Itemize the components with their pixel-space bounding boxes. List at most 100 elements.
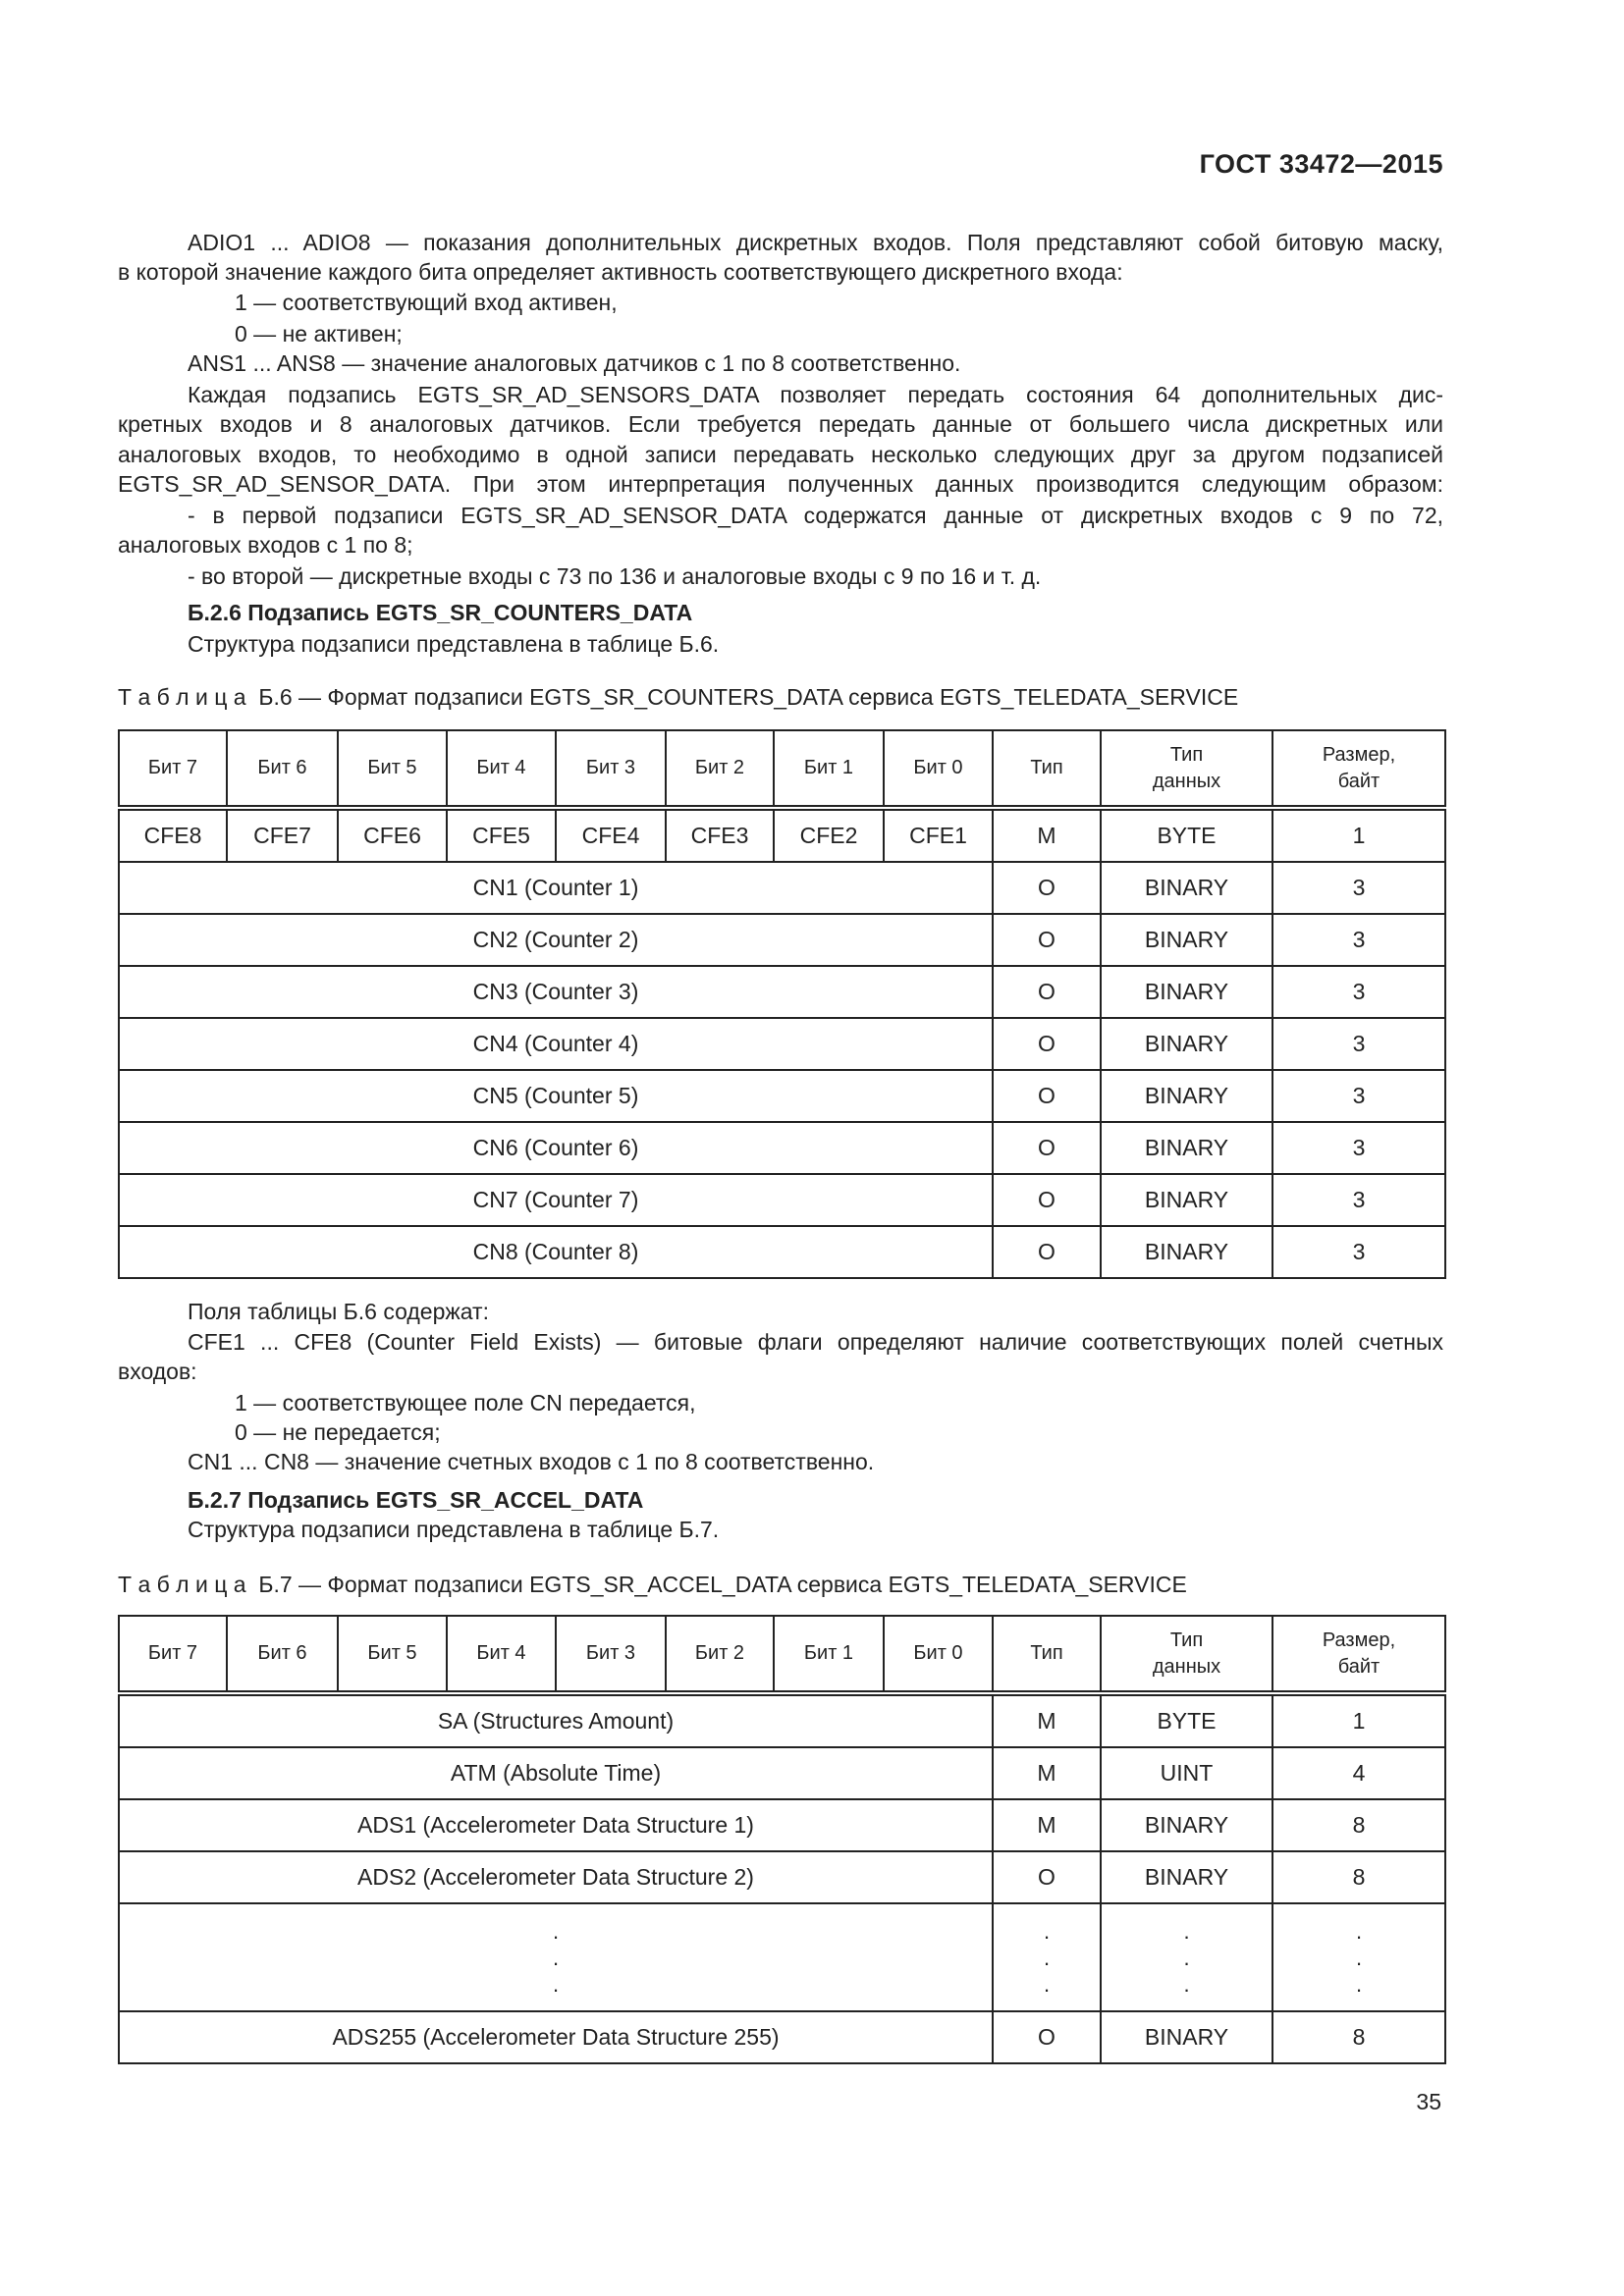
header-cell: Бит 1: [773, 729, 885, 811]
header-cell: Бит 6: [226, 729, 339, 811]
type-cell: M: [992, 807, 1102, 863]
text-line: 1 — соответствующее поле CN передается,: [235, 1390, 696, 1415]
section-heading: Б.2.7 Подзапись EGTS_SR_ACCEL_DATA: [188, 1487, 644, 1513]
size-cell: 3: [1272, 1173, 1446, 1227]
field-cell: CN4 (Counter 4): [118, 1017, 994, 1071]
caption-prefix: Т а б л и ц а Б.7: [118, 1572, 293, 1597]
data-type-cell: BYTE: [1100, 1692, 1273, 1748]
bit-cell: CFE8: [118, 807, 228, 863]
type-cell: O: [992, 1173, 1102, 1227]
size-cell: 3: [1272, 1121, 1446, 1175]
size-cell: 1: [1272, 807, 1446, 863]
text-line: CN1 ... CN8 — значение счетных входов с …: [188, 1449, 875, 1474]
type-cell: O: [992, 965, 1102, 1019]
header-cell: Размер, байт: [1272, 1615, 1446, 1696]
text-line: - во второй — дискретные входы с 73 по 1…: [188, 563, 1042, 589]
field-cell: CN6 (Counter 6): [118, 1121, 994, 1175]
data-type-cell: BINARY: [1100, 1017, 1273, 1071]
header-cell: Тип: [992, 729, 1102, 811]
size-cell: 3: [1272, 1069, 1446, 1123]
data-type-cell: BINARY: [1100, 1121, 1273, 1175]
field-cell: CN1 (Counter 1): [118, 861, 994, 915]
size-cell: 1: [1272, 1692, 1446, 1748]
table-row: ATM (Absolute Time) M UINT 4: [118, 1746, 1446, 1800]
field-cell: ATM (Absolute Time): [118, 1746, 994, 1800]
header-cell: Тип данных: [1100, 1615, 1273, 1696]
text-line: CFE1 ... CFE8 (Counter Field Exists) — б…: [188, 1329, 1443, 1355]
text-line: - в первой подзаписи EGTS_SR_AD_SENSOR_D…: [188, 503, 1443, 528]
field-cell: ADS2 (Accelerometer Data Structure 2): [118, 1850, 994, 1904]
type-cell: O: [992, 2010, 1102, 2064]
header-cell: Бит 2: [665, 729, 775, 811]
table-b7-caption: Т а б л и ц а Б.7 — Формат подзаписи EGT…: [118, 1570, 1187, 1599]
table-row: CN7 (Counter 7) O BINARY 3: [118, 1173, 1446, 1227]
field-cell: CN3 (Counter 3): [118, 965, 994, 1019]
type-cell: O: [992, 1121, 1102, 1175]
bit-cell: CFE2: [773, 807, 885, 863]
data-type-cell: UINT: [1100, 1746, 1273, 1800]
table-header-row: Бит 7 Бит 6 Бит 5 Бит 4 Бит 3 Бит 2 Бит 1 Бит 0…: [118, 1615, 1446, 1696]
field-cell: SA (Structures Amount): [118, 1692, 994, 1748]
text-line: Структура подзаписи представлена в табли…: [188, 1517, 720, 1542]
field-cell: CN8 (Counter 8): [118, 1225, 994, 1279]
header-cell: Бит 0: [883, 729, 994, 811]
header-cell: Бит 5: [337, 1615, 448, 1696]
size-cell: 8: [1272, 1850, 1446, 1904]
table-row: . . .. . .. . .. . .: [118, 1902, 1446, 2012]
text-line: в которой значение каждого бита определя…: [118, 259, 1123, 285]
data-type-cell: BINARY: [1100, 1850, 1273, 1904]
header-cell: Бит 7: [118, 729, 228, 811]
bit-cell: CFE6: [337, 807, 448, 863]
table-header-row: Бит 7 Бит 6 Бит 5 Бит 4 Бит 3 Бит 2 Бит 1 Бит 0…: [118, 729, 1446, 811]
header-cell: Бит 6: [226, 1615, 339, 1696]
header-cell: Тип данных: [1100, 729, 1273, 811]
table-row: CN1 (Counter 1) O BINARY 3: [118, 861, 1446, 915]
document-header-id: ГОСТ 33472—2015: [1199, 149, 1443, 179]
section-heading: Б.2.6 Подзапись EGTS_SR_COUNTERS_DATA: [188, 600, 693, 625]
size-cell: 3: [1272, 1225, 1446, 1279]
text-line: Поля таблицы Б.6 содержат:: [188, 1299, 489, 1324]
data-type-cell: BINARY: [1100, 965, 1273, 1019]
table-row: SA (Structures Amount) M BYTE 1: [118, 1692, 1446, 1748]
header-cell: Бит 4: [446, 1615, 557, 1696]
data-type-cell: BINARY: [1100, 861, 1273, 915]
bit-cell: CFE5: [446, 807, 557, 863]
table-row-flags: CFE8 CFE7 CFE6 CFE5 CFE4 CFE3 CFE2 CFE1 M BYTE 1: [118, 807, 1446, 863]
field-cell: CN7 (Counter 7): [118, 1173, 994, 1227]
table-row: CN8 (Counter 8) O BINARY 3: [118, 1225, 1446, 1279]
text-line: входов:: [118, 1359, 197, 1384]
size-cell: 3: [1272, 913, 1446, 967]
table-row: ADS1 (Accelerometer Data Structure 1) M BI…: [118, 1798, 1446, 1852]
text-line: ADIO1 ... ADIO8 — показания дополнительн…: [188, 230, 1443, 255]
bit-cell: CFE4: [555, 807, 667, 863]
size-cell: 3: [1272, 1017, 1446, 1071]
type-cell: O: [992, 861, 1102, 915]
header-cell: Бит 3: [555, 729, 667, 811]
bit-cell: CFE3: [665, 807, 775, 863]
table-row: CN4 (Counter 4) O BINARY 3: [118, 1017, 1446, 1071]
field-cell: CN5 (Counter 5): [118, 1069, 994, 1123]
text-line: 0 — не активен;: [235, 321, 403, 347]
header-cell: Бит 5: [337, 729, 448, 811]
table-row: CN2 (Counter 2) O BINARY 3: [118, 913, 1446, 967]
text-line: аналоговых входов, то необходимо в одной…: [118, 442, 1443, 467]
field-cell: . . .: [118, 1902, 994, 2012]
field-cell: ADS255 (Accelerometer Data Structure 255…: [118, 2010, 994, 2064]
header-cell: Бит 3: [555, 1615, 667, 1696]
type-cell: O: [992, 1017, 1102, 1071]
data-type-cell: BINARY: [1100, 913, 1273, 967]
text-line: EGTS_SR_AD_SENSOR_DATA. При этом интерпр…: [118, 471, 1443, 497]
table-b6: Бит 7 Бит 6 Бит 5 Бит 4 Бит 3 Бит 2 Бит 1 Бит 0…: [118, 729, 1446, 1279]
data-type-cell: . . .: [1100, 1902, 1273, 2012]
type-cell: O: [992, 1225, 1102, 1279]
text-line: Каждая подзапись EGTS_SR_AD_SENSORS_DATA…: [188, 382, 1443, 407]
type-cell: O: [992, 1850, 1102, 1904]
data-type-cell: BINARY: [1100, 1798, 1273, 1852]
header-cell: Бит 2: [665, 1615, 775, 1696]
size-cell: 3: [1272, 861, 1446, 915]
size-cell: 4: [1272, 1746, 1446, 1800]
size-cell: 3: [1272, 965, 1446, 1019]
table-row: CN3 (Counter 3) O BINARY 3: [118, 965, 1446, 1019]
header-cell: Бит 1: [773, 1615, 885, 1696]
type-cell: . . .: [992, 1902, 1102, 2012]
